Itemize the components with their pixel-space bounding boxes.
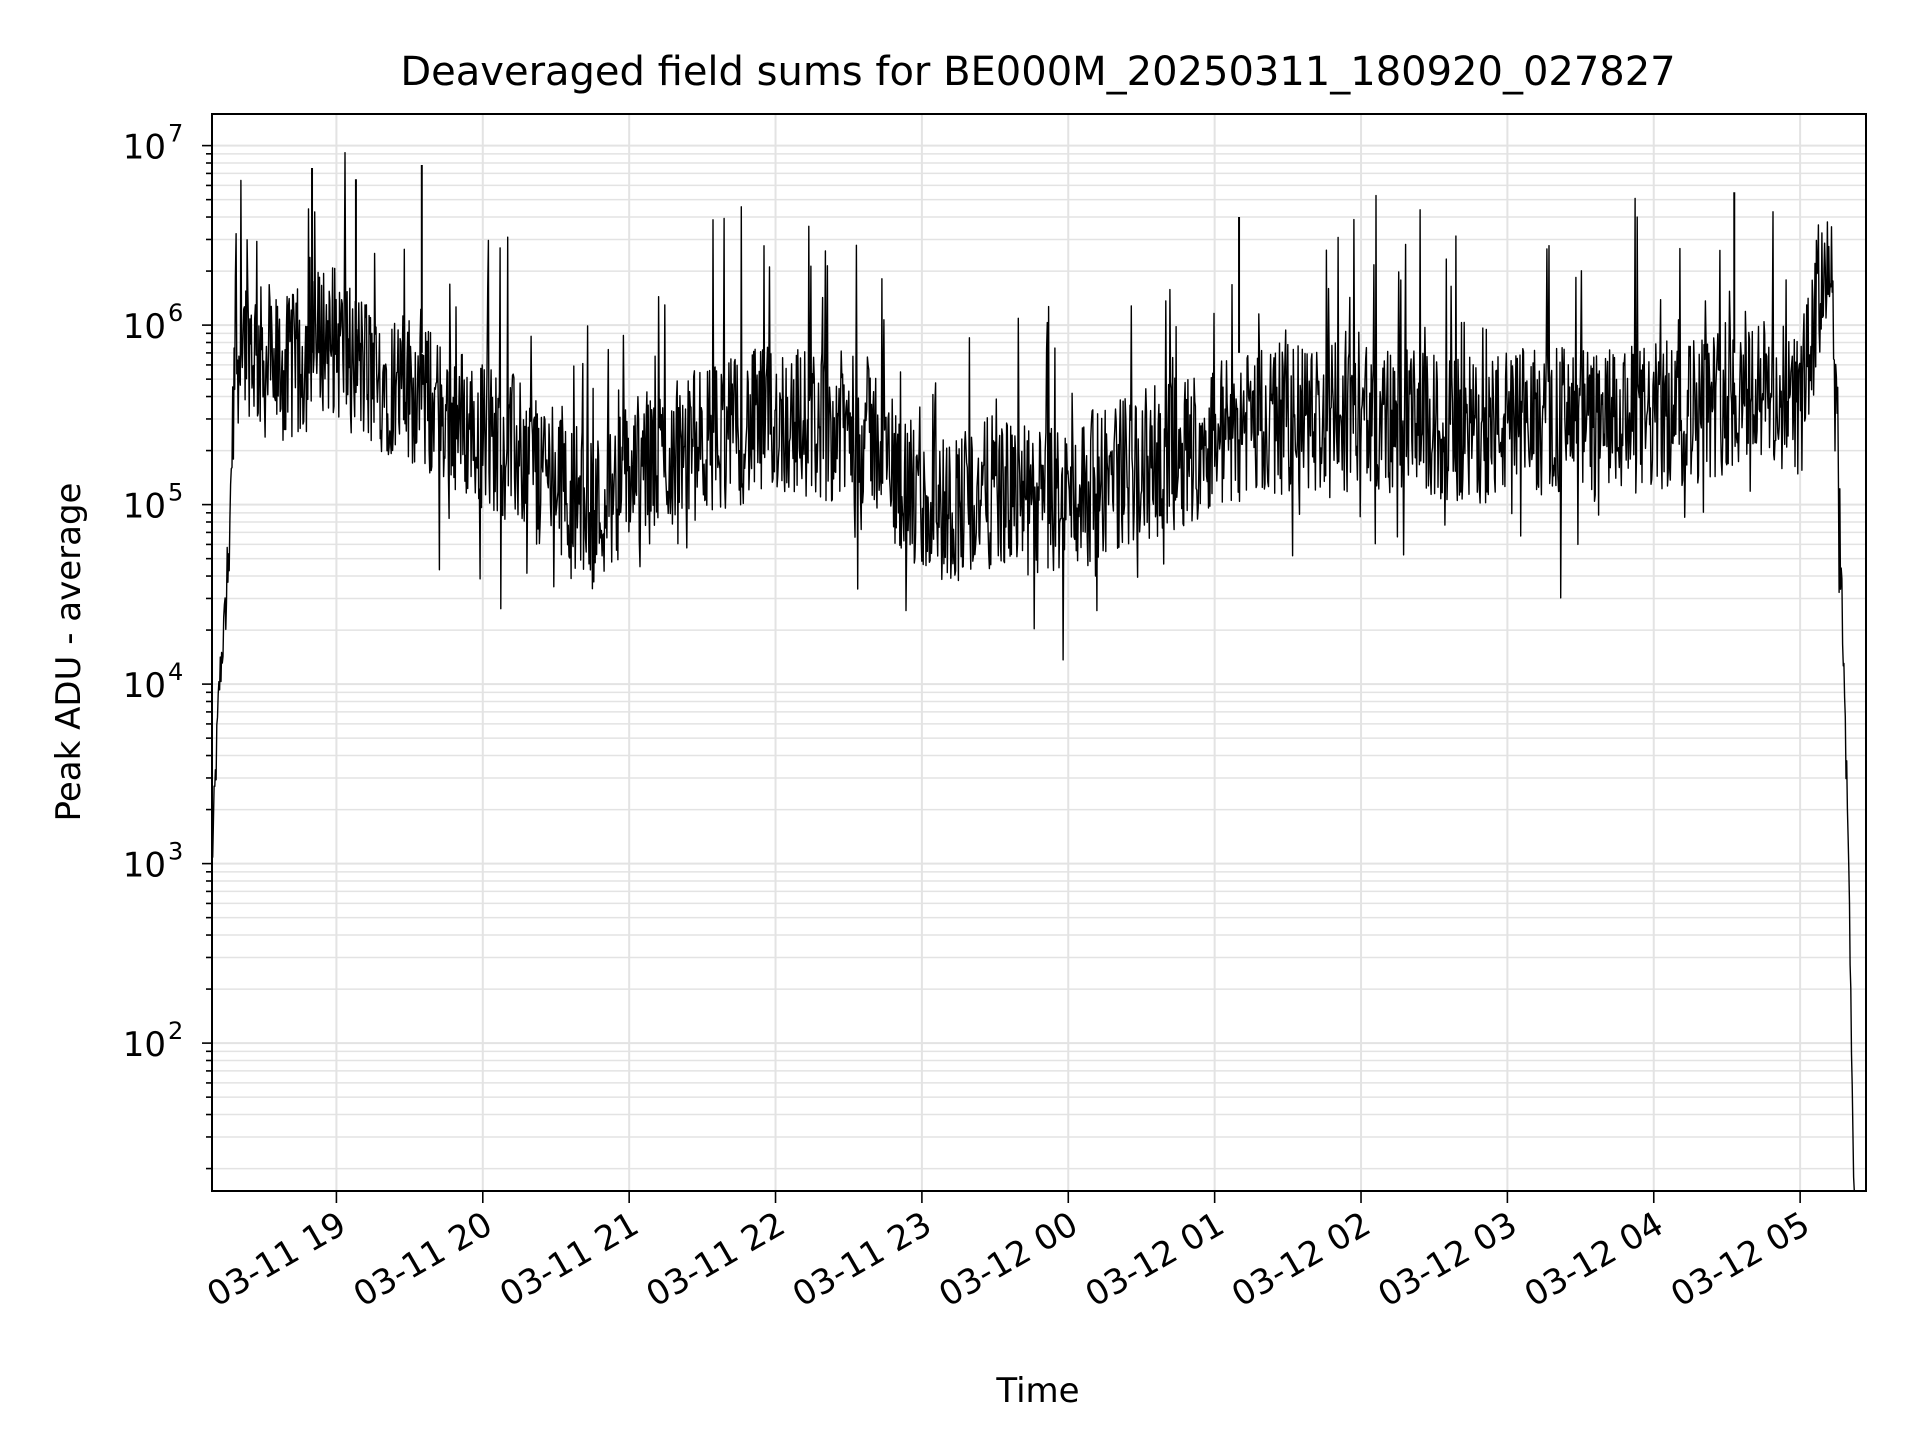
y-tick-base: 10	[123, 128, 166, 168]
y-tick-label: 10 2	[123, 1017, 184, 1065]
y-tick-exponent: 2	[168, 1017, 183, 1045]
y-tick-exponent: 7	[168, 120, 183, 148]
y-tick-base: 10	[123, 307, 166, 347]
y-tick-label: 10 3	[123, 838, 184, 886]
y-tick-label: 10 7	[123, 120, 184, 168]
peak-layer	[311, 164, 1736, 353]
y-tick-exponent: 5	[168, 479, 183, 507]
y-tick-label: 10 4	[123, 658, 184, 706]
y-tick-exponent: 6	[168, 299, 183, 327]
y-tick-base: 10	[123, 666, 166, 706]
y-tick-base: 10	[123, 1025, 166, 1065]
y-tick-label: 10 6	[123, 299, 184, 347]
y-tick-label: 10 5	[123, 479, 184, 527]
y-tick-exponent: 4	[168, 658, 183, 686]
plot-frame	[211, 113, 1867, 1192]
y-tick-base: 10	[123, 846, 166, 886]
y-tick-exponent: 3	[168, 838, 183, 866]
grid	[212, 114, 1866, 1191]
chart-title: Deaveraged field sums for BE000M_2025031…	[400, 49, 1675, 95]
y-axis-label: Peak ADU - average	[49, 483, 89, 822]
series-line	[211, 152, 1866, 1192]
y-tick-base: 10	[123, 487, 166, 527]
x-axis-label: Time	[995, 1371, 1079, 1411]
series-layer	[211, 152, 1866, 1192]
